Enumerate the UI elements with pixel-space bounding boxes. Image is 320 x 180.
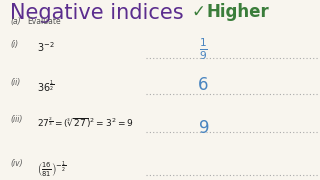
Text: (i): (i) (10, 40, 18, 50)
Text: $\frac{1}{9}$: $\frac{1}{9}$ (199, 36, 208, 62)
Text: $\left(\frac{16}{81}\right)^{-\frac{1}{2}}$: $\left(\frac{16}{81}\right)^{-\frac{1}{2… (37, 159, 66, 179)
Text: (iv): (iv) (10, 159, 23, 168)
Text: $6$: $6$ (197, 76, 209, 94)
Text: Evaluate: Evaluate (27, 17, 61, 26)
Text: $9$: $9$ (197, 119, 209, 137)
Text: $36^{\frac{1}{2}}$: $36^{\frac{1}{2}}$ (37, 78, 54, 94)
Text: Negative indices: Negative indices (10, 3, 183, 23)
Text: $3^{-2}$: $3^{-2}$ (37, 40, 54, 54)
Text: ✓: ✓ (192, 3, 206, 21)
Text: (ii): (ii) (10, 78, 20, 87)
Text: (a): (a) (10, 17, 21, 26)
Text: Higher: Higher (206, 3, 269, 21)
Text: $27^{\frac{2}{3}} = (\sqrt[3]{27})^{2} = 3^{2} = 9$: $27^{\frac{2}{3}} = (\sqrt[3]{27})^{2} =… (37, 115, 133, 130)
Text: (iii): (iii) (10, 115, 23, 124)
